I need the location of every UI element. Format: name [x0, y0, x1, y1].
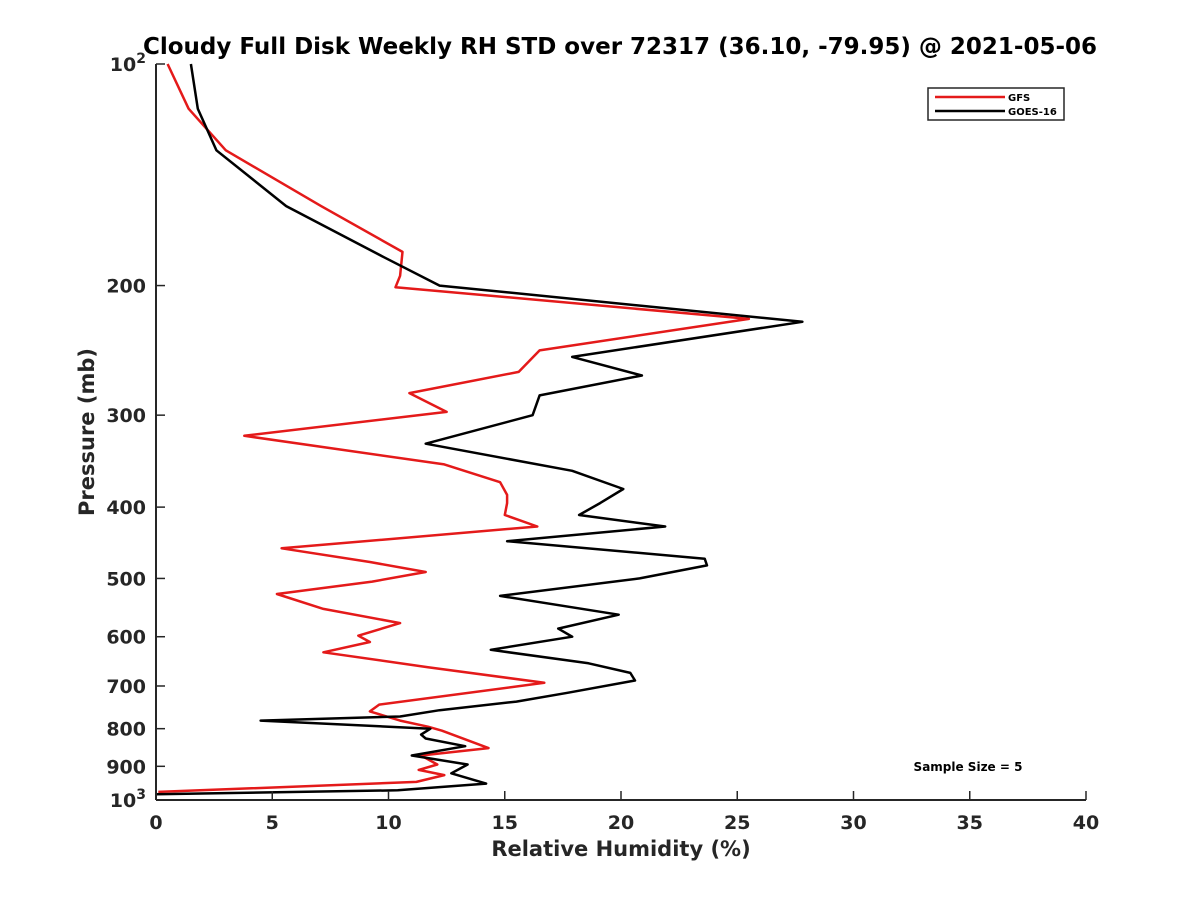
- legend-box: [927, 87, 1065, 121]
- y-tick-label: 900: [106, 756, 146, 778]
- sample-size-annotation: Sample Size = 5: [914, 760, 1023, 774]
- y-tick-label: 500: [106, 568, 146, 590]
- x-tick-label: 15: [492, 812, 518, 834]
- series-line-goes16: [155, 63, 804, 796]
- x-tick-label: 30: [840, 812, 866, 834]
- y-tick-label: 400: [106, 497, 146, 519]
- y-axis-label: Pressure (mb): [75, 348, 99, 516]
- y-tick-label: 700: [106, 676, 146, 698]
- x-tick-label: 10: [375, 812, 401, 834]
- y-tick-label: 800: [106, 719, 146, 741]
- plot-area: [155, 63, 804, 796]
- y-tick-label: 102: [110, 51, 146, 76]
- x-axis-label: Relative Humidity (%): [491, 837, 750, 861]
- x-tick-label: 35: [957, 812, 983, 834]
- chart-title: Cloudy Full Disk Weekly RH STD over 7231…: [143, 34, 1097, 60]
- y-tick-label: 103: [110, 787, 146, 812]
- series-line-gfs: [158, 63, 751, 794]
- y-tick-label: 600: [106, 627, 146, 649]
- x-tick-label: 25: [724, 812, 750, 834]
- y-tick-label: 200: [106, 276, 146, 298]
- legend-label-gfs: GFS: [1008, 93, 1030, 104]
- x-axis-ticks: 0 5 10 15 20 25 30 35 40: [149, 791, 1099, 834]
- x-tick-label: 40: [1073, 812, 1099, 834]
- x-tick-label: 0: [149, 812, 162, 834]
- legend: GFS GOES-16: [927, 87, 1065, 121]
- x-tick-label: 5: [266, 812, 279, 834]
- y-axis-ticks: 102 200 300 400 500 600 700 800 900 103: [106, 51, 165, 812]
- x-tick-label: 20: [608, 812, 634, 834]
- legend-label-goes16: GOES-16: [1008, 107, 1057, 118]
- y-tick-label: 300: [106, 405, 146, 427]
